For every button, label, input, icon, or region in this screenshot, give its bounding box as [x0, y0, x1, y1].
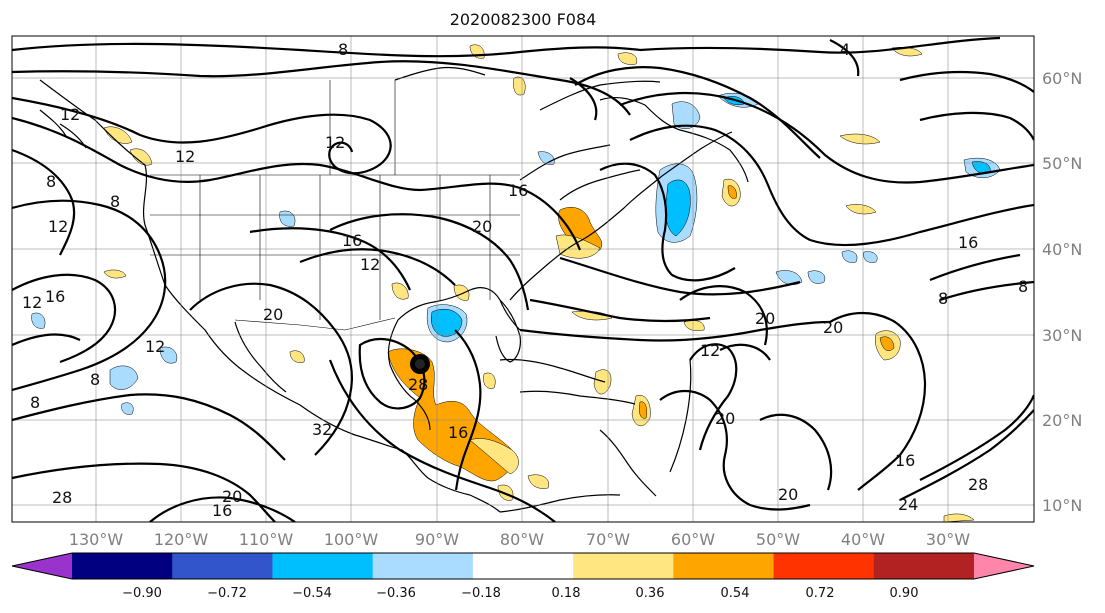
contour-label: 16 — [342, 231, 362, 250]
colorbar-tick: 0.36 — [636, 586, 665, 601]
contour-label: 12 — [175, 147, 195, 166]
lat-label: 10°N — [1042, 496, 1082, 515]
contour-label: 20 — [263, 305, 283, 324]
colorbar-swatch — [974, 553, 1034, 579]
contour-label: 20 — [823, 318, 843, 337]
lon-label: 30°W — [926, 530, 970, 549]
contour-label: 12 — [700, 341, 720, 360]
contour-label: 20 — [222, 487, 242, 506]
contour-label: 20 — [715, 409, 735, 428]
lat-label: 60°N — [1042, 69, 1082, 88]
contour-label: 32 — [312, 420, 332, 439]
contour-label: 12 — [48, 217, 68, 236]
colorbar-swatch — [472, 553, 574, 579]
colorbar-swatch — [272, 553, 374, 579]
colorbar-tick: 0.54 — [721, 586, 750, 601]
contour-label: 20 — [778, 485, 798, 504]
contour-label: 20 — [755, 309, 775, 328]
contour-label: 12 — [325, 133, 345, 152]
colorbar-swatch — [372, 553, 474, 579]
shading-layer — [31, 44, 1001, 522]
contour-label: 8 — [46, 172, 56, 191]
contour-label: 28 — [52, 488, 72, 507]
contour-label: 24 — [898, 495, 918, 514]
lat-label: 50°N — [1042, 154, 1082, 173]
colorbar-swatch — [573, 553, 674, 579]
colorbar-tick: 0.72 — [806, 586, 835, 601]
colorbar-tick: 0.18 — [552, 586, 581, 601]
contour-label: 16 — [958, 233, 978, 252]
lon-label: 60°W — [671, 530, 715, 549]
map-frame — [11, 35, 1035, 523]
lat-label: 30°N — [1042, 326, 1082, 345]
contour-label: 28 — [968, 475, 988, 494]
contour-label: 12 — [360, 255, 380, 274]
lon-label: 50°W — [756, 530, 800, 549]
contour-label: 8 — [1018, 277, 1028, 296]
contour-label: 8 — [30, 393, 40, 412]
lat-label: 40°N — [1042, 240, 1082, 259]
colorbar-tick: −0.90 — [122, 586, 162, 601]
storm-marker — [410, 354, 430, 374]
coastline-layer — [39, 66, 749, 513]
border-layer — [150, 80, 520, 331]
colorbar-swatch — [673, 553, 775, 579]
map-area: 8 12 12 8 8 12 16 8 12 16 20 12 16 20 12… — [12, 36, 1034, 522]
colorbar-ticks: −0.90 −0.72 −0.54 −0.36 −0.18 0.18 0.36 … — [122, 586, 918, 601]
lon-label: 70°W — [586, 530, 630, 549]
contour-label: 8 — [90, 370, 100, 389]
contour-label: 8 — [110, 192, 120, 211]
colorbar-swatches — [12, 553, 1034, 579]
colorbar-swatch — [172, 553, 273, 579]
lon-label: 110°W — [239, 530, 294, 549]
contour-label: 16 — [45, 287, 65, 306]
contour-label: 16 — [448, 423, 468, 442]
lon-label: 80°W — [500, 530, 544, 549]
lon-label: 40°W — [841, 530, 885, 549]
colorbar-tick: −0.18 — [461, 586, 501, 601]
contour-label: 12 — [145, 337, 165, 356]
colorbar-swatch — [72, 553, 173, 579]
lon-label: 90°W — [415, 530, 459, 549]
lon-labels: 130°W 120°W 110°W 100°W 90°W 80°W 70°W 6… — [69, 530, 970, 549]
contour-layer — [12, 36, 1034, 522]
contour-label: 12 — [22, 293, 42, 312]
contour-label: 28 — [408, 375, 428, 394]
lon-label: 120°W — [154, 530, 209, 549]
lon-label: 130°W — [69, 530, 124, 549]
contour-label: 8 — [938, 289, 948, 308]
colorbar: −0.90 −0.72 −0.54 −0.36 −0.18 0.18 0.36 … — [11, 552, 1035, 601]
contour-label: 16 — [895, 451, 915, 470]
colorbar-tick: 0.90 — [890, 586, 919, 601]
contour-label: 12 — [60, 105, 80, 124]
contour-label: 16 — [212, 501, 232, 520]
contour-label: 16 — [508, 181, 528, 200]
contour-label: 20 — [472, 217, 492, 236]
lon-label: 100°W — [324, 530, 379, 549]
colorbar-swatch — [873, 553, 975, 579]
colorbar-tick: −0.72 — [207, 586, 247, 601]
colorbar-swatch — [12, 553, 72, 579]
lat-label: 20°N — [1042, 411, 1082, 430]
colorbar-swatch — [773, 553, 875, 579]
contour-labels: 8 12 12 8 8 12 16 8 12 16 20 12 16 20 12… — [22, 40, 1028, 520]
colorbar-outline — [11, 552, 1035, 580]
map-title: 2020082300 F084 — [450, 10, 597, 29]
colorbar-tick: −0.54 — [292, 586, 332, 601]
contour-label: 4 — [840, 40, 850, 59]
lat-labels: 60°N 50°N 40°N 30°N 20°N 10°N — [1042, 69, 1082, 515]
colorbar-tick: −0.36 — [376, 586, 416, 601]
contour-label: 8 — [338, 40, 348, 59]
